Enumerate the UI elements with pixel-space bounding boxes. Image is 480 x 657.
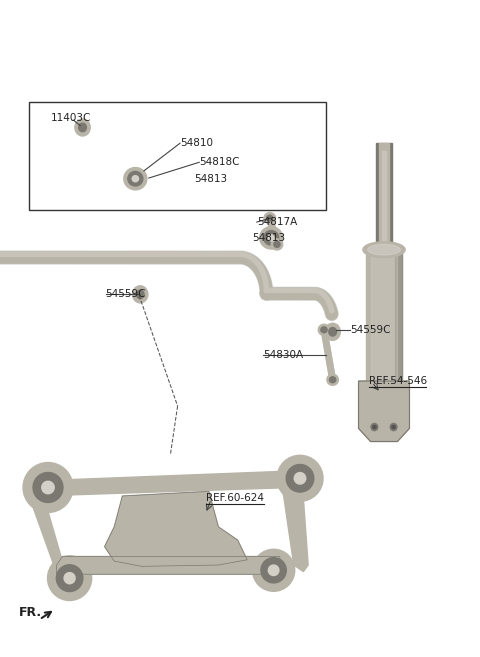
Text: FR.: FR. bbox=[19, 606, 42, 619]
Bar bbox=[366, 250, 402, 381]
Text: REF.54-546: REF.54-546 bbox=[369, 376, 427, 386]
Ellipse shape bbox=[318, 325, 330, 336]
Ellipse shape bbox=[268, 235, 275, 241]
Ellipse shape bbox=[264, 231, 279, 245]
Ellipse shape bbox=[64, 572, 75, 584]
Ellipse shape bbox=[321, 327, 327, 333]
Text: 11403C: 11403C bbox=[50, 113, 91, 124]
Ellipse shape bbox=[264, 213, 276, 223]
Polygon shape bbox=[105, 491, 247, 566]
Ellipse shape bbox=[390, 424, 397, 431]
Text: 54813: 54813 bbox=[194, 174, 228, 185]
Text: REF.60-624: REF.60-624 bbox=[206, 493, 264, 503]
Ellipse shape bbox=[277, 455, 323, 501]
Bar bbox=[371, 250, 397, 381]
Bar bbox=[382, 151, 386, 253]
Ellipse shape bbox=[42, 481, 54, 494]
Ellipse shape bbox=[329, 328, 336, 336]
Ellipse shape bbox=[268, 565, 279, 576]
Ellipse shape bbox=[33, 472, 63, 503]
Polygon shape bbox=[282, 478, 308, 572]
Ellipse shape bbox=[23, 463, 73, 512]
Ellipse shape bbox=[124, 168, 147, 190]
Bar bbox=[376, 143, 392, 264]
Bar bbox=[29, 102, 326, 210]
Ellipse shape bbox=[274, 242, 280, 248]
Polygon shape bbox=[29, 471, 297, 496]
Text: 54818C: 54818C bbox=[199, 157, 240, 168]
Ellipse shape bbox=[325, 323, 340, 340]
Text: 54810: 54810 bbox=[180, 138, 213, 148]
Ellipse shape bbox=[373, 426, 376, 429]
Polygon shape bbox=[30, 491, 85, 583]
Ellipse shape bbox=[48, 556, 92, 600]
Text: 54830A: 54830A bbox=[263, 350, 303, 360]
Ellipse shape bbox=[79, 124, 86, 131]
Ellipse shape bbox=[327, 374, 338, 385]
Ellipse shape bbox=[271, 239, 283, 250]
Polygon shape bbox=[57, 556, 280, 574]
Ellipse shape bbox=[294, 472, 306, 484]
Ellipse shape bbox=[392, 426, 396, 429]
Text: 54559C: 54559C bbox=[106, 288, 146, 299]
Ellipse shape bbox=[260, 227, 283, 249]
Polygon shape bbox=[359, 381, 409, 442]
Ellipse shape bbox=[252, 549, 295, 591]
Bar bbox=[395, 250, 402, 381]
Text: 54817A: 54817A bbox=[257, 217, 297, 227]
Text: 54559C: 54559C bbox=[350, 325, 391, 336]
Ellipse shape bbox=[329, 377, 336, 382]
Ellipse shape bbox=[368, 244, 400, 255]
Ellipse shape bbox=[371, 424, 378, 431]
Ellipse shape bbox=[286, 464, 314, 492]
Ellipse shape bbox=[136, 290, 144, 298]
Ellipse shape bbox=[56, 565, 83, 591]
Ellipse shape bbox=[75, 119, 90, 136]
Ellipse shape bbox=[267, 215, 273, 221]
Ellipse shape bbox=[132, 175, 139, 182]
Ellipse shape bbox=[132, 286, 148, 303]
Text: 54813: 54813 bbox=[252, 233, 285, 243]
Ellipse shape bbox=[128, 171, 143, 186]
Ellipse shape bbox=[363, 242, 405, 258]
Bar bbox=[379, 143, 389, 264]
Ellipse shape bbox=[261, 558, 286, 583]
